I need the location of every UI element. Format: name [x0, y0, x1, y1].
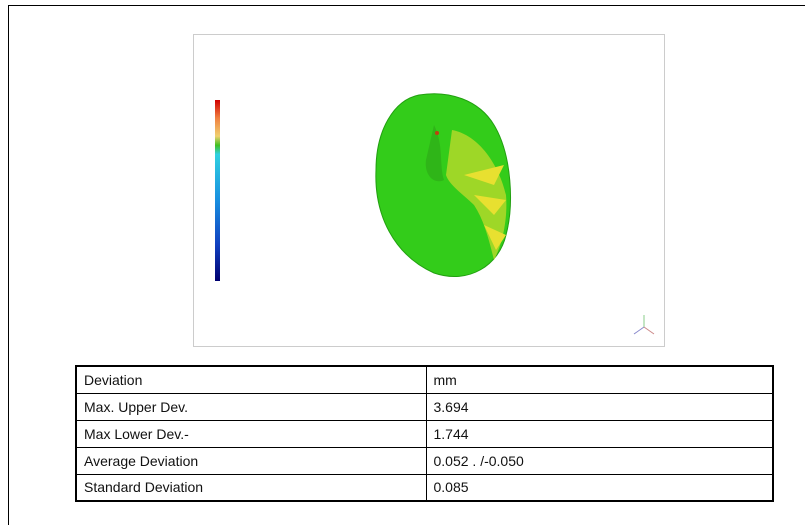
- axis-triad: [634, 315, 654, 334]
- metric-name: Max. Upper Dev.: [76, 393, 426, 420]
- metric-name: Deviation: [76, 366, 426, 393]
- table-row: Max. Upper Dev.3.694: [76, 393, 773, 420]
- metric-value: 1.744: [426, 420, 773, 447]
- color-scale: [215, 100, 220, 281]
- metric-value: 3.694: [426, 393, 773, 420]
- model-view: [194, 35, 664, 346]
- metric-value: 0.052 . /-0.050: [426, 447, 773, 474]
- metric-name: Average Deviation: [76, 447, 426, 474]
- metric-name: Standard Deviation: [76, 474, 426, 501]
- metric-value: 0.085: [426, 474, 773, 501]
- metric-value: mm: [426, 366, 773, 393]
- deviation-viewer: [193, 34, 665, 347]
- metric-name: Max Lower Dev.-: [76, 420, 426, 447]
- table-row: Max Lower Dev.-1.744: [76, 420, 773, 447]
- scan-model: [376, 94, 511, 277]
